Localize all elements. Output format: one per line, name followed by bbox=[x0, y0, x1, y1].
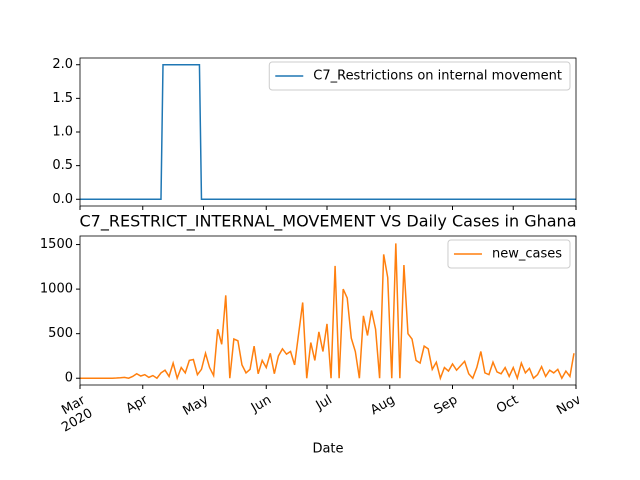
legend-box bbox=[268, 61, 571, 91]
x-tick-label: Aug bbox=[368, 393, 397, 419]
x-tick-label: May bbox=[180, 392, 211, 419]
x-tick-label: Jun bbox=[248, 393, 274, 417]
data-line bbox=[80, 243, 575, 381]
x-axis-label: Date bbox=[312, 442, 343, 457]
y-tick-label: 0.0 bbox=[52, 192, 73, 207]
x-tick-label: Jul bbox=[313, 393, 335, 414]
y-tick-label: 1.0 bbox=[52, 125, 73, 140]
x-tick-label: Apr bbox=[124, 392, 152, 417]
data-line bbox=[80, 63, 576, 201]
y-tick-label: 1.5 bbox=[52, 91, 73, 106]
y-tick-label: 1500 bbox=[40, 237, 73, 252]
y-tick-label: 1000 bbox=[40, 282, 73, 297]
x-tick-label: Sep bbox=[432, 393, 461, 418]
legend-label: C7_Restrictions on internal movement bbox=[313, 69, 562, 84]
chart-title: C7_RESTRICT_INTERNAL_MOVEMENT VS Daily C… bbox=[79, 212, 576, 232]
axes-frame bbox=[79, 57, 577, 207]
y-tick-label: 0 bbox=[65, 371, 73, 386]
y-tick-label: 2.0 bbox=[52, 57, 73, 72]
y-tick-label: 0.5 bbox=[52, 158, 73, 173]
legend: C7_Restrictions on internal movement bbox=[268, 61, 571, 91]
y-tick-label: 500 bbox=[48, 326, 73, 341]
legend-box bbox=[447, 239, 571, 269]
legend-label: new_cases bbox=[492, 247, 562, 262]
x-tick-label: Oct bbox=[494, 393, 521, 417]
x-tick-label: Nov bbox=[554, 392, 584, 418]
axes-frame bbox=[79, 235, 577, 386]
x-tick-label: Mar2020 bbox=[52, 392, 96, 435]
legend: new_cases bbox=[447, 239, 571, 269]
